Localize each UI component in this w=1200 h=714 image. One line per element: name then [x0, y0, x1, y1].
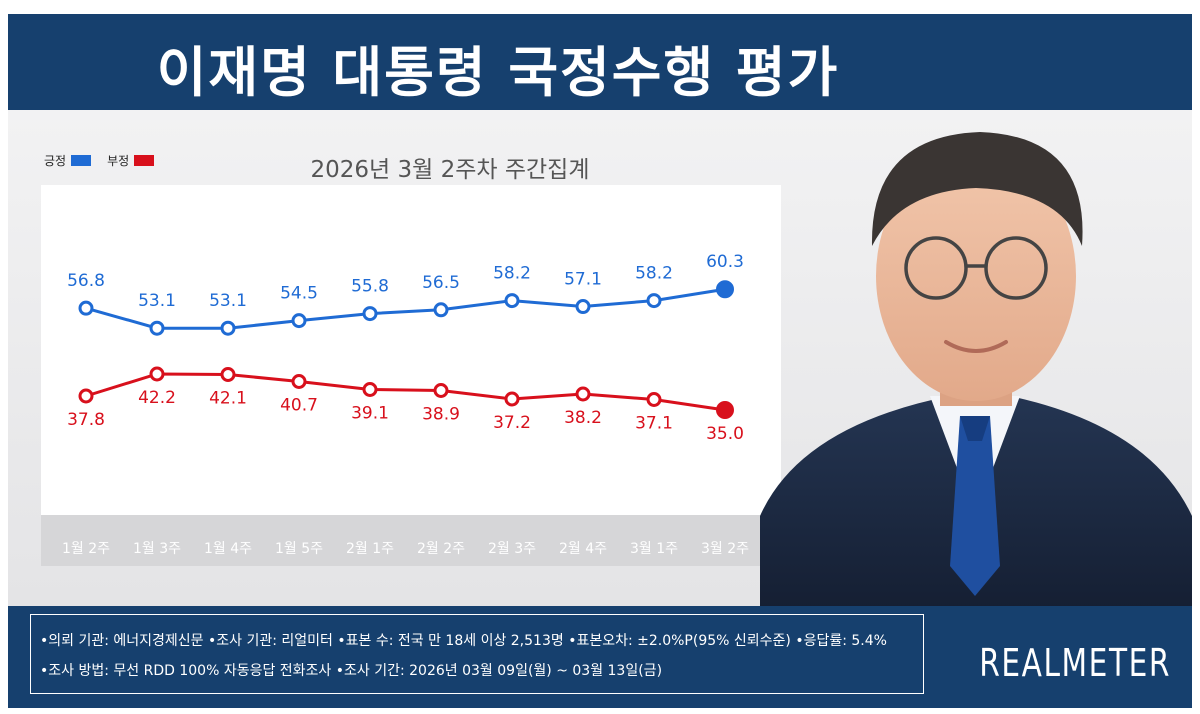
series-line-negative — [85, 372, 726, 412]
data-point-negative — [646, 392, 662, 407]
survey-info-line-2: •조사 방법: 무선 RDD 100% 자동응답 전화조사 •조사 기간: 20… — [40, 663, 663, 679]
data-point-positive — [504, 293, 520, 309]
data-label-negative: 38.2 — [564, 408, 602, 428]
x-tick-label: 1월 5주 — [275, 541, 323, 557]
data-label-positive: 53.1 — [209, 291, 247, 311]
data-point-negative — [220, 367, 236, 382]
data-point-positive — [291, 313, 307, 329]
data-point-positive — [78, 300, 94, 316]
page-title: 이재명 대통령 국정수행 평가 — [156, 41, 840, 104]
survey-info-box — [30, 614, 924, 694]
data-point-negative — [504, 391, 520, 407]
data-point-positive — [220, 320, 236, 336]
legend-label-negative: 부정 — [107, 154, 130, 168]
data-label-positive: 60.3 — [706, 252, 744, 272]
plot-area — [41, 185, 781, 515]
data-label-positive: 53.1 — [138, 291, 176, 311]
x-tick-label: 2월 4주 — [559, 541, 607, 557]
series-line-positive — [85, 287, 726, 330]
data-label-negative: 39.1 — [351, 404, 389, 424]
chart-subtitle: 2026년 3월 2주차 주간집계 — [310, 157, 590, 183]
x-tick-label: 1월 2주 — [62, 541, 110, 557]
survey-info-line-1: •의뢰 기관: 에너지경제신문 •조사 기관: 리얼미터 •표본 수: 전국 만… — [40, 633, 887, 649]
data-label-negative: 35.0 — [706, 424, 744, 444]
data-point-positive — [575, 299, 591, 315]
x-axis-strip — [41, 515, 781, 566]
data-point-negative — [78, 388, 94, 404]
legend-swatch-negative — [134, 155, 155, 166]
data-label-negative: 37.2 — [493, 413, 531, 433]
data-point-positive — [433, 302, 449, 318]
data-point-negative — [716, 401, 734, 419]
x-tick-label: 2월 1주 — [346, 541, 394, 557]
data-label-positive: 57.1 — [564, 270, 602, 290]
chart-legend: 긍정 부정 — [44, 152, 170, 169]
data-label-positive: 55.8 — [351, 277, 389, 297]
data-label-positive: 54.5 — [280, 284, 318, 304]
x-tick-label: 1월 4주 — [204, 541, 252, 557]
realmeter-logo: REALMETER — [979, 641, 1172, 685]
header-bar: 이재명 대통령 국정수행 평가 — [8, 14, 1192, 110]
data-point-negative — [149, 366, 165, 382]
data-point-negative — [575, 386, 591, 402]
data-point-positive — [646, 293, 662, 309]
data-point-negative — [433, 383, 449, 398]
x-tick-label: 3월 2주 — [701, 541, 749, 557]
data-label-positive: 56.5 — [422, 273, 460, 293]
data-label-positive: 58.2 — [635, 264, 673, 284]
data-label-positive: 58.2 — [493, 264, 531, 284]
legend-swatch-positive — [71, 155, 92, 166]
data-label-positive: 56.8 — [67, 271, 105, 291]
data-label-negative: 40.7 — [280, 396, 318, 416]
x-tick-label: 3월 1주 — [630, 541, 678, 557]
data-point-positive — [362, 306, 378, 322]
x-tick-label: 2월 3주 — [488, 541, 536, 557]
x-tick-label: 1월 3주 — [133, 541, 181, 557]
footer-bar — [8, 606, 1192, 708]
data-label-negative: 42.2 — [138, 388, 176, 408]
data-label-negative: 37.1 — [635, 414, 673, 434]
data-point-positive — [716, 280, 734, 299]
data-label-negative: 37.8 — [67, 410, 105, 430]
data-point-positive — [149, 320, 165, 336]
data-label-negative: 42.1 — [209, 389, 247, 409]
legend-label-positive: 긍정 — [44, 154, 67, 168]
data-label-negative: 38.9 — [422, 405, 460, 425]
data-point-negative — [291, 374, 307, 389]
data-point-negative — [362, 382, 378, 397]
president-portrait-image — [760, 132, 1192, 608]
x-tick-label: 2월 2주 — [417, 541, 465, 557]
